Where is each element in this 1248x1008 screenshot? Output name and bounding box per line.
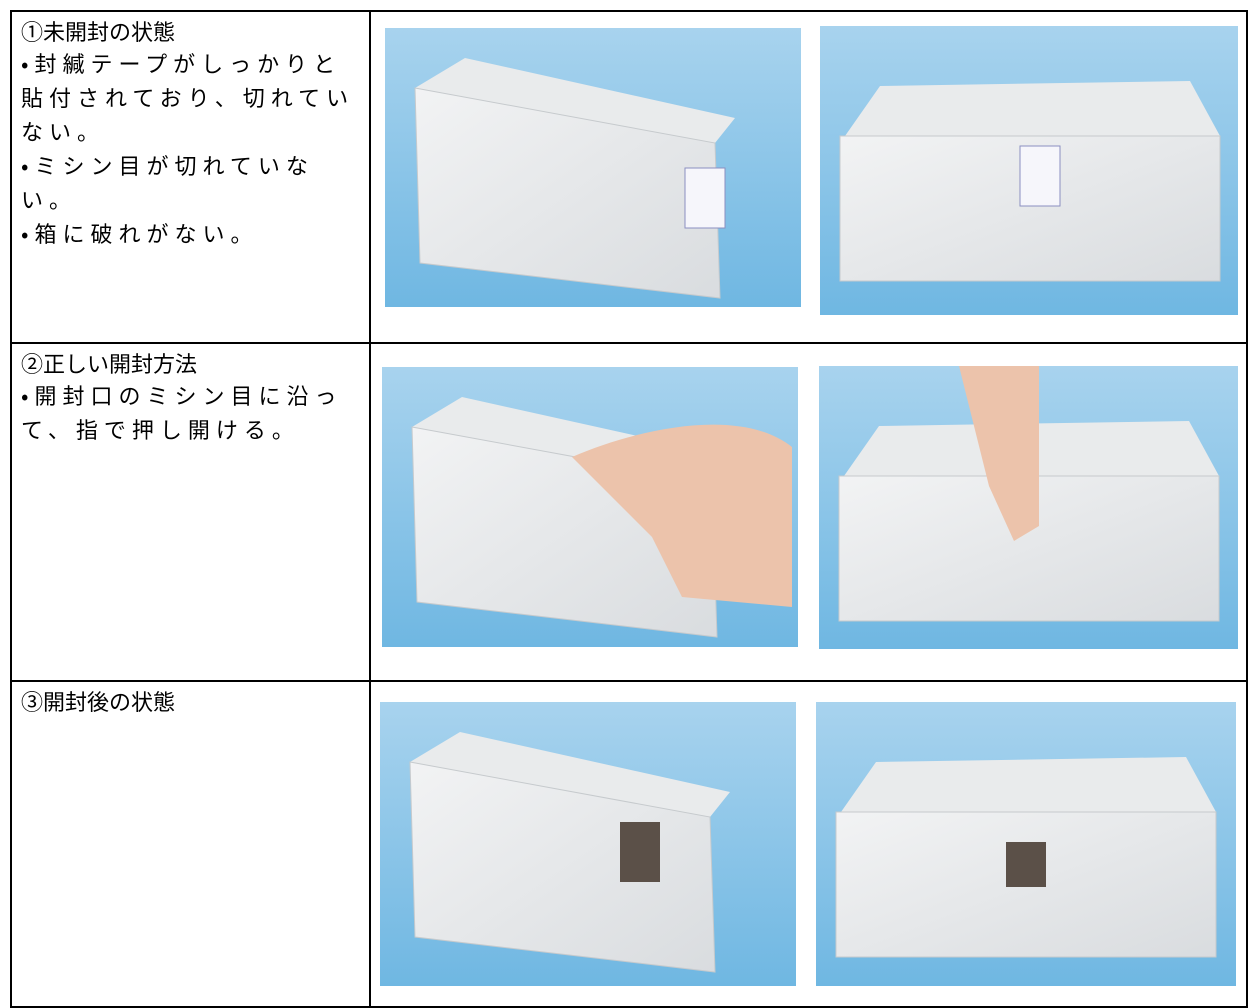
photo bbox=[820, 26, 1238, 315]
bullet-text: ・ミシン目が切れていない。 bbox=[21, 154, 314, 213]
seal-tape bbox=[1019, 145, 1061, 207]
box-top bbox=[845, 81, 1220, 136]
hand bbox=[959, 366, 1039, 541]
box-top bbox=[415, 58, 735, 143]
text-cell: ①未開封の状態・封緘テープがしっかりと貼付されており、切れていない。・ミシン目が… bbox=[10, 12, 371, 342]
row-title: ①未開封の状態 bbox=[21, 20, 176, 45]
right-border bbox=[1246, 682, 1248, 1008]
photo bbox=[385, 28, 801, 307]
box-front bbox=[838, 475, 1220, 622]
row-title: ③開封後の状態 bbox=[21, 690, 176, 715]
right-border bbox=[1246, 344, 1248, 680]
table-row: ①未開封の状態・封緘テープがしっかりと貼付されており、切れていない。・ミシン目が… bbox=[10, 10, 1248, 342]
row-title: ②正しい開封方法 bbox=[21, 352, 198, 377]
photo bbox=[819, 366, 1238, 649]
bullet-text: ・封緘テープがしっかりと貼付されており、切れていない。 bbox=[21, 52, 355, 145]
box-front bbox=[409, 761, 716, 973]
bullet-text: ・開封口のミシン目に沿って、指で押し開ける。 bbox=[21, 384, 343, 443]
text-cell: ②正しい開封方法・開封口のミシン目に沿って、指で押し開ける。 bbox=[10, 344, 371, 680]
box-top bbox=[841, 757, 1216, 812]
box-top bbox=[410, 732, 730, 817]
bullet-text: ・箱に破れがない。 bbox=[21, 222, 259, 247]
photo bbox=[382, 367, 798, 647]
photo bbox=[380, 702, 796, 986]
photo bbox=[816, 702, 1236, 986]
hand bbox=[572, 424, 792, 607]
right-border bbox=[1246, 12, 1248, 342]
opening bbox=[620, 822, 660, 882]
seal-tape bbox=[684, 167, 726, 229]
bottom-border bbox=[10, 1006, 1248, 1008]
table-row: ②正しい開封方法・開封口のミシン目に沿って、指で押し開ける。 bbox=[10, 342, 1248, 680]
box-front bbox=[839, 135, 1221, 282]
table-row: ③開封後の状態 bbox=[10, 680, 1248, 1008]
opening bbox=[1006, 842, 1046, 887]
text-cell: ③開封後の状態 bbox=[10, 682, 371, 1008]
box-front bbox=[414, 87, 721, 299]
